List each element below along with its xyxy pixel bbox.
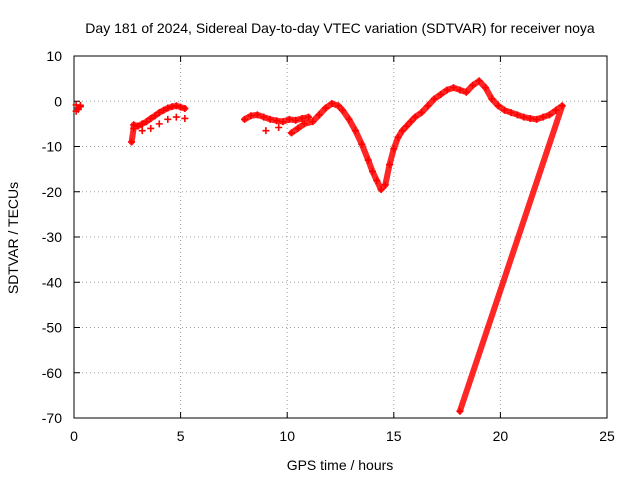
y-tick-label: -50: [42, 320, 62, 336]
x-tick-label: 10: [279, 428, 295, 444]
data-point: [172, 113, 180, 121]
y-axis-label: SDTVAR / TECUs: [5, 182, 21, 294]
data-point: [147, 124, 155, 132]
y-tick-label: 0: [54, 93, 62, 109]
data-point: [74, 105, 82, 113]
data-point: [155, 120, 163, 128]
x-tick-label: 25: [599, 428, 615, 444]
axis-ticks: 0 5 10 15 20 25 10 0 -10 -20 -30 -40 -50 -60 -70: [42, 48, 615, 444]
data-point: [138, 127, 146, 135]
data-point: [164, 115, 172, 123]
y-tick-label: -70: [42, 410, 62, 426]
x-tick-label: 15: [386, 428, 402, 444]
data-point: [262, 127, 270, 135]
x-tick-label: 5: [177, 428, 185, 444]
data-point: [181, 114, 189, 122]
x-axis-label: GPS time / hours: [287, 457, 394, 473]
y-tick-label: -60: [42, 365, 62, 381]
data-trace: [288, 77, 566, 415]
x-tick-label: 20: [493, 428, 509, 444]
y-tick-label: -40: [42, 274, 62, 290]
x-tick-label: 0: [70, 428, 78, 444]
data-point: [76, 101, 84, 109]
y-tick-label: 10: [46, 48, 62, 64]
y-tick-label: -10: [42, 139, 62, 155]
y-tick-label: -20: [42, 184, 62, 200]
data-trace: [128, 102, 188, 145]
data-points: [72, 77, 566, 415]
chart-title: Day 181 of 2024, Sidereal Day-to-day VTE…: [85, 20, 595, 36]
data-point: [275, 123, 283, 131]
y-tick-label: -30: [42, 229, 62, 245]
data-trace: [241, 111, 312, 125]
